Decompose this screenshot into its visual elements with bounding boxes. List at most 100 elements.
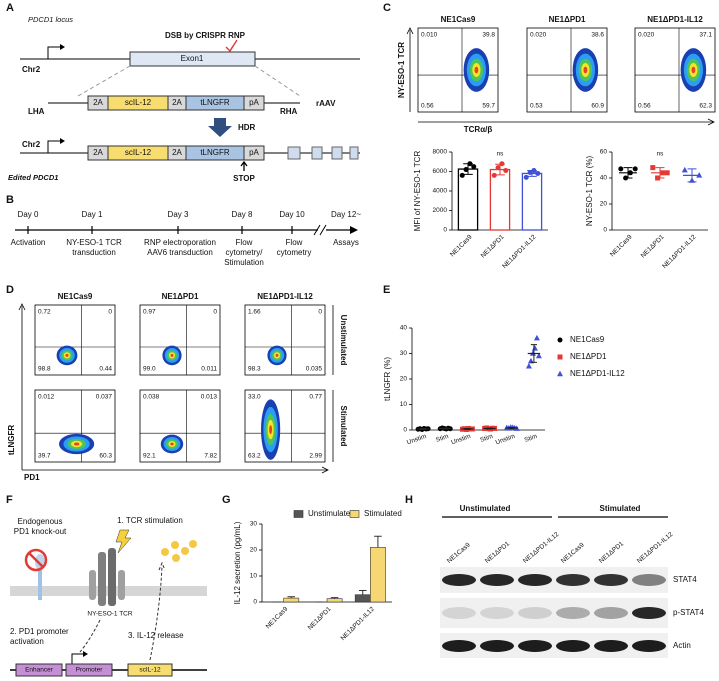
arrowhead xyxy=(60,44,65,50)
legend-swatch xyxy=(349,510,360,518)
event-label: Flow xyxy=(286,238,303,247)
il12 xyxy=(189,540,197,548)
y-tick-label: 20 xyxy=(250,547,258,554)
event-label: Flow xyxy=(236,238,253,247)
edited-label: Edited PDCD1 xyxy=(8,173,58,182)
point xyxy=(533,334,540,341)
flow-plot xyxy=(244,304,326,376)
error-bar xyxy=(358,590,367,595)
x-tick-label: NE1ΔPD1-IL12 xyxy=(501,233,538,270)
note: 1. TCR stimulation xyxy=(117,516,183,525)
quadrant-value: 0.038 xyxy=(143,394,160,401)
hdr-label: HDR xyxy=(238,123,256,132)
point xyxy=(499,161,505,167)
axis-label: tLNGFR xyxy=(7,425,16,455)
point xyxy=(527,169,533,175)
x-tick-label: Unstim xyxy=(495,433,516,446)
exon-label: Exon1 xyxy=(181,54,204,63)
event-label: transduction xyxy=(72,248,116,257)
band xyxy=(632,607,666,619)
density xyxy=(583,66,588,74)
quadrant-value: 0.72 xyxy=(38,309,51,316)
y-axis-label: IL-12 secretion (pg/mL) xyxy=(233,521,242,604)
point xyxy=(503,168,509,174)
lha-label: LHA xyxy=(28,107,45,116)
point xyxy=(535,170,541,176)
panel-label: A xyxy=(6,2,14,14)
x-tick-label: NE1ΔPD1 xyxy=(307,605,333,631)
band xyxy=(518,574,552,586)
event-label: RNP electroporation xyxy=(144,238,216,247)
event-label: Stimulation xyxy=(224,258,264,267)
exon xyxy=(331,146,343,160)
legend-label: NE1ΔPD1-IL12 xyxy=(570,369,625,378)
y-tick-label: 4000 xyxy=(433,188,448,195)
y-axis-label: tLNGFR (%) xyxy=(383,357,392,401)
band xyxy=(480,574,514,586)
quadrant-value: 0.013 xyxy=(201,394,218,401)
homology-line xyxy=(77,65,301,97)
error-bar xyxy=(687,168,697,183)
group-label: Unstimulated xyxy=(460,504,511,513)
x-tick-label: NE1ΔPD1-IL12 xyxy=(340,605,377,642)
event-label: Assays xyxy=(333,238,359,247)
annotation: ns xyxy=(497,151,505,158)
error-bar xyxy=(530,344,538,363)
exon xyxy=(311,146,323,160)
flow-plot xyxy=(34,304,116,376)
plot-title: NE1ΔPD1-IL12 xyxy=(257,292,313,301)
quadrant-value: 0.020 xyxy=(530,32,547,39)
arrowhead xyxy=(83,651,88,657)
panel-f: F Endogenous PD1 knock-out 1. TCR stimul… xyxy=(6,494,207,677)
quadrant-value: 0.011 xyxy=(201,366,217,373)
quadrant-value: 60.3 xyxy=(99,453,112,460)
y-tick-label: 0 xyxy=(443,227,447,234)
band xyxy=(594,607,628,619)
stop-arrow xyxy=(240,160,248,171)
x-tick-label: NE1Cas9 xyxy=(449,233,474,258)
day-label: Day 1 xyxy=(82,210,103,219)
panel-label: E xyxy=(383,284,390,296)
tcr xyxy=(98,552,106,606)
blot xyxy=(440,567,668,593)
band xyxy=(480,640,514,652)
band xyxy=(518,640,552,652)
quadrant-value: 0.56 xyxy=(638,103,651,110)
y-tick-label: 10 xyxy=(250,573,258,580)
density xyxy=(275,353,279,357)
point xyxy=(523,174,529,180)
flow-plot xyxy=(139,389,221,463)
quadrant-value: 1.66 xyxy=(248,309,261,316)
cassette-label: pA xyxy=(249,98,259,107)
y-tick-label: 20 xyxy=(600,201,608,208)
panel-label: B xyxy=(6,194,14,206)
lane-label: NE1ΔPD1 xyxy=(484,540,511,565)
legend-swatch xyxy=(557,370,563,377)
band xyxy=(632,640,666,652)
error-bar xyxy=(508,426,515,429)
error-bar xyxy=(374,535,382,548)
chr-label: Chr2 xyxy=(22,140,41,149)
legend-swatch xyxy=(557,337,563,343)
il12 xyxy=(181,547,189,555)
quadrant-value: 0.012 xyxy=(38,394,55,401)
band xyxy=(556,574,590,586)
day-label: Day 0 xyxy=(18,210,39,219)
error-bar xyxy=(287,596,296,599)
density xyxy=(170,442,174,446)
legend-label: NE1ΔPD1 xyxy=(570,352,607,361)
legend-swatch xyxy=(557,354,563,360)
element-box xyxy=(127,663,173,677)
y-tick-label: 40 xyxy=(600,175,608,182)
panel-b: B Day 0 Day 1 Day 3 Day 8 Day 10 Day 12~… xyxy=(6,194,361,267)
y-axis-label: MFI of NY-ESO-1 TCR xyxy=(413,151,422,232)
event-label: Activation xyxy=(11,238,46,247)
band xyxy=(480,607,514,619)
note: Endogenous xyxy=(18,517,63,526)
x-tick-label: Unstim xyxy=(406,433,427,446)
flow-plot xyxy=(139,304,221,376)
y-axis-label: NY-ESO-1 TCR (%) xyxy=(585,156,594,227)
point xyxy=(495,165,501,171)
quadrant-value: 0.77 xyxy=(309,394,322,401)
